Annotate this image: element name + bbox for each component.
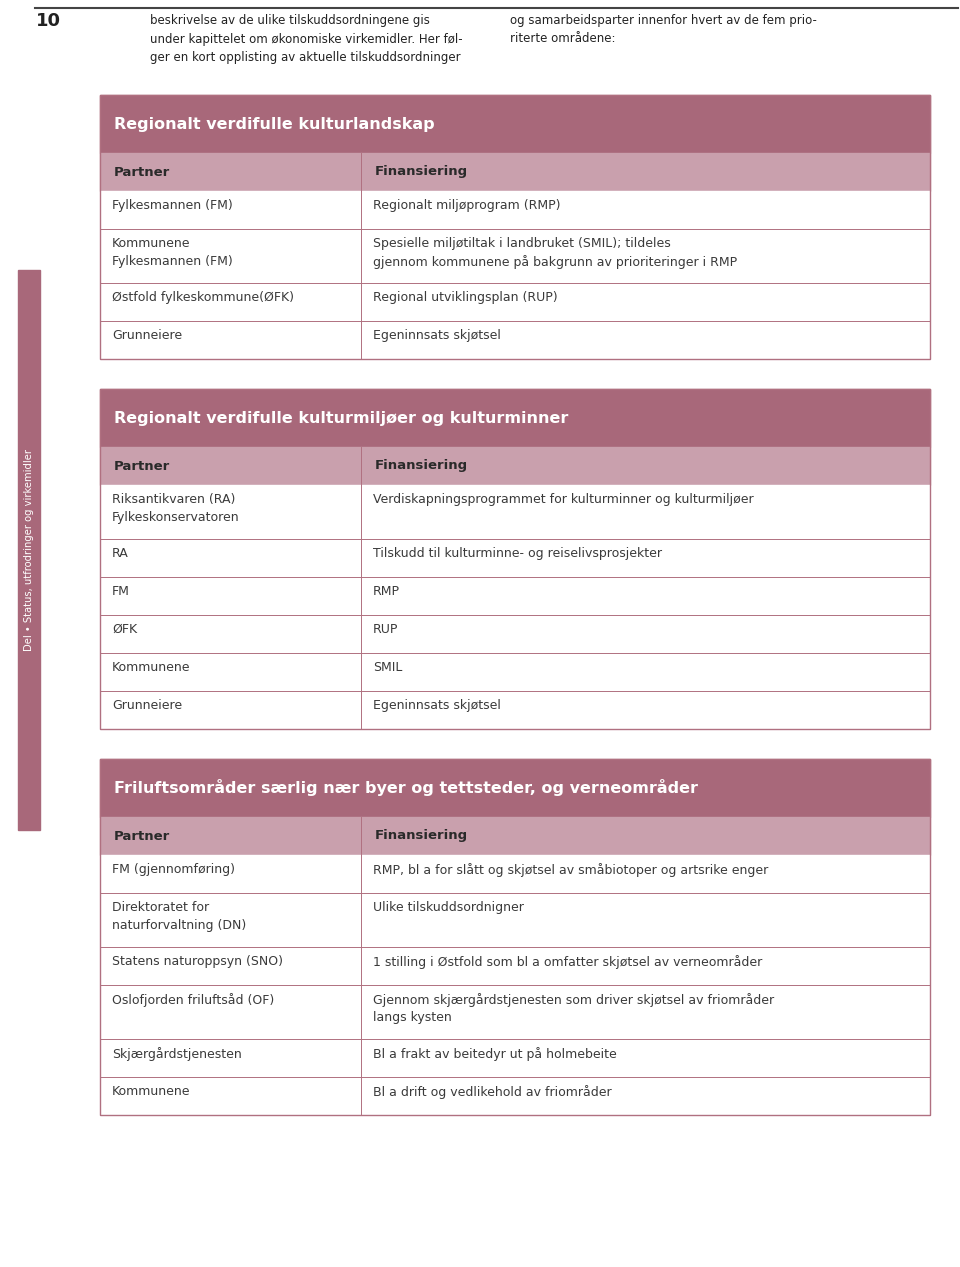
Text: Regional utviklingsplan (RUP): Regional utviklingsplan (RUP) (373, 291, 558, 304)
Text: Bl a drift og vedlikehold av friområder: Bl a drift og vedlikehold av friområder (373, 1085, 612, 1098)
Text: 1 stilling i Østfold som bl a omfatter skjøtsel av verneområder: 1 stilling i Østfold som bl a omfatter s… (373, 955, 762, 969)
Text: Kommunene: Kommunene (112, 661, 190, 674)
Bar (100, 946, 930, 984)
Text: Riksantikvaren (RA)
Fylkeskonservatoren: Riksantikvaren (RA) Fylkeskonservatoren (112, 493, 240, 523)
Text: og samarbeidsparter innenfor hvert av de fem prio-
riterte områdene:: og samarbeidsparter innenfor hvert av de… (510, 14, 817, 46)
Text: Oslofjorden friluftsåd (OF): Oslofjorden friluftsåd (OF) (112, 993, 275, 1007)
Text: Tilskudd til kulturminne- og reiselivsprosjekter: Tilskudd til kulturminne- og reiselivspr… (373, 547, 662, 560)
Text: Partner: Partner (114, 830, 170, 843)
Text: Partner: Partner (114, 166, 170, 179)
Bar (100, 855, 930, 893)
Bar (100, 1039, 930, 1077)
Bar (100, 191, 930, 229)
Text: RMP: RMP (373, 585, 400, 598)
Text: Statens naturoppsyn (SNO): Statens naturoppsyn (SNO) (112, 955, 283, 968)
Text: Finansiering: Finansiering (375, 460, 468, 473)
Text: 10: 10 (36, 11, 61, 30)
Text: Østfold fylkeskommune(ØFK): Østfold fylkeskommune(ØFK) (112, 291, 294, 304)
Text: FM: FM (112, 585, 130, 598)
Bar (100, 817, 930, 855)
Bar (100, 653, 930, 691)
Bar (100, 321, 930, 359)
Text: Verdiskapningsprogrammet for kulturminner og kulturmiljøer: Verdiskapningsprogrammet for kulturminne… (373, 493, 754, 506)
Text: RA: RA (112, 547, 129, 560)
Text: Skjærgårdstjenesten: Skjærgårdstjenesten (112, 1047, 242, 1060)
Bar (100, 614, 930, 653)
Bar (100, 576, 930, 614)
Text: SMIL: SMIL (373, 661, 402, 674)
Text: Direktoratet for
naturforvaltning (DN): Direktoratet for naturforvaltning (DN) (112, 901, 247, 931)
Text: Kommunene: Kommunene (112, 1085, 190, 1098)
Bar (100, 153, 930, 191)
Bar (100, 229, 930, 283)
Bar (100, 538, 930, 576)
Text: Gjennom skjærgårdstjenesten som driver skjøtsel av friområder
langs kysten: Gjennom skjærgårdstjenesten som driver s… (373, 993, 774, 1025)
Text: Regionalt verdifulle kulturlandskap: Regionalt verdifulle kulturlandskap (114, 117, 435, 132)
Text: Finansiering: Finansiering (375, 166, 468, 179)
Text: FM (gjennomføring): FM (gjennomføring) (112, 863, 235, 875)
Text: Egeninnsats skjøtsel: Egeninnsats skjøtsel (373, 329, 501, 342)
Text: Egeninnsats skjøtsel: Egeninnsats skjøtsel (373, 699, 501, 712)
Text: RMP, bl a for slått og skjøtsel av småbiotoper og artsrike enger: RMP, bl a for slått og skjøtsel av småbi… (373, 863, 768, 877)
Bar (100, 283, 930, 321)
Bar (18, 270, 40, 830)
Bar (100, 95, 930, 153)
Text: ØFK: ØFK (112, 623, 137, 636)
Bar (100, 984, 930, 1039)
Text: Grunneiere: Grunneiere (112, 699, 182, 712)
Text: Finansiering: Finansiering (375, 830, 468, 843)
Bar (100, 759, 930, 1115)
Bar (100, 389, 930, 447)
Text: Grunneiere: Grunneiere (112, 329, 182, 342)
Text: Friluftsområder særlig nær byer og tettsteder, og verneområder: Friluftsområder særlig nær byer og tetts… (114, 779, 698, 797)
Text: Regionalt verdifulle kulturmiljøer og kulturminner: Regionalt verdifulle kulturmiljøer og ku… (114, 411, 568, 426)
Text: Bl a frakt av beitedyr ut på holmebeite: Bl a frakt av beitedyr ut på holmebeite (373, 1047, 616, 1060)
Bar (100, 95, 930, 359)
Text: Kommunene
Fylkesmannen (FM): Kommunene Fylkesmannen (FM) (112, 237, 232, 267)
Bar (100, 447, 930, 485)
Text: RUP: RUP (373, 623, 398, 636)
Bar (100, 1077, 930, 1115)
Bar (100, 893, 930, 946)
Bar (100, 691, 930, 729)
Text: Partner: Partner (114, 460, 170, 473)
Text: Regionalt miljøprogram (RMP): Regionalt miljøprogram (RMP) (373, 199, 561, 212)
Bar (100, 485, 930, 538)
Bar (100, 759, 930, 817)
Text: Del • Status, utfrodringer og virkemidler: Del • Status, utfrodringer og virkemidle… (24, 449, 34, 651)
Text: beskrivelse av de ulike tilskuddsordningene gis
under kapittelet om økonomiske v: beskrivelse av de ulike tilskuddsordning… (150, 14, 463, 65)
Bar (100, 389, 930, 729)
Text: Fylkesmannen (FM): Fylkesmannen (FM) (112, 199, 232, 212)
Text: Ulike tilskuddsordnigner: Ulike tilskuddsordnigner (373, 901, 524, 914)
Text: Spesielle miljøtiltak i landbruket (SMIL); tildeles
gjennom kommunene på bakgrun: Spesielle miljøtiltak i landbruket (SMIL… (373, 237, 737, 269)
